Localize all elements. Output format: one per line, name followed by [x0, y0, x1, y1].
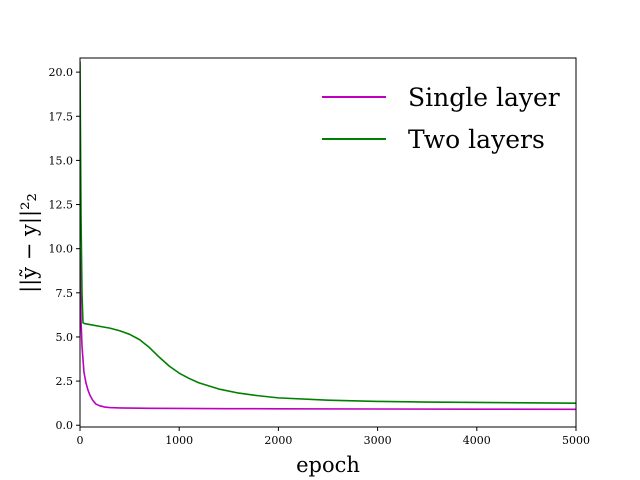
x-tick-label: 5000	[562, 434, 590, 447]
series-layer	[80, 61, 576, 411]
x-axis-label: epoch	[296, 453, 360, 477]
x-tick-label: 1000	[165, 434, 193, 447]
x-tick-label: 4000	[463, 434, 491, 447]
y-tick-label: 7.5	[56, 287, 74, 300]
plot-frame	[79, 57, 577, 428]
x-tick-label: 3000	[364, 434, 392, 447]
x-tick-label: 0	[77, 434, 84, 447]
y-tick-label: 12.5	[49, 199, 74, 212]
series-line-2	[80, 61, 576, 404]
legend-label-2: Two layers	[408, 125, 545, 154]
y-tick-label: 20.0	[49, 66, 74, 79]
y-tick-label: 15.0	[49, 154, 74, 167]
y-tick-label: 5.0	[56, 331, 74, 344]
legend: Single layer Two layers	[322, 83, 560, 154]
series-line-1	[80, 248, 576, 411]
y-tick-label: 0.0	[56, 419, 74, 432]
y-tick-label: 2.5	[56, 375, 74, 388]
y-tick-label: 17.5	[49, 110, 74, 123]
y-axis-label: ||ỹ − y||²₂	[17, 193, 42, 293]
legend-label-1: Single layer	[408, 83, 560, 112]
y-axis: 0.0 2.5 5.0 7.5 10.0 12.5 15.0 17.5 20.0	[49, 66, 80, 432]
y-tick-label: 10.0	[49, 243, 74, 256]
x-axis: 0 1000 2000 3000 4000 5000	[77, 427, 590, 447]
x-tick-label: 2000	[264, 434, 292, 447]
